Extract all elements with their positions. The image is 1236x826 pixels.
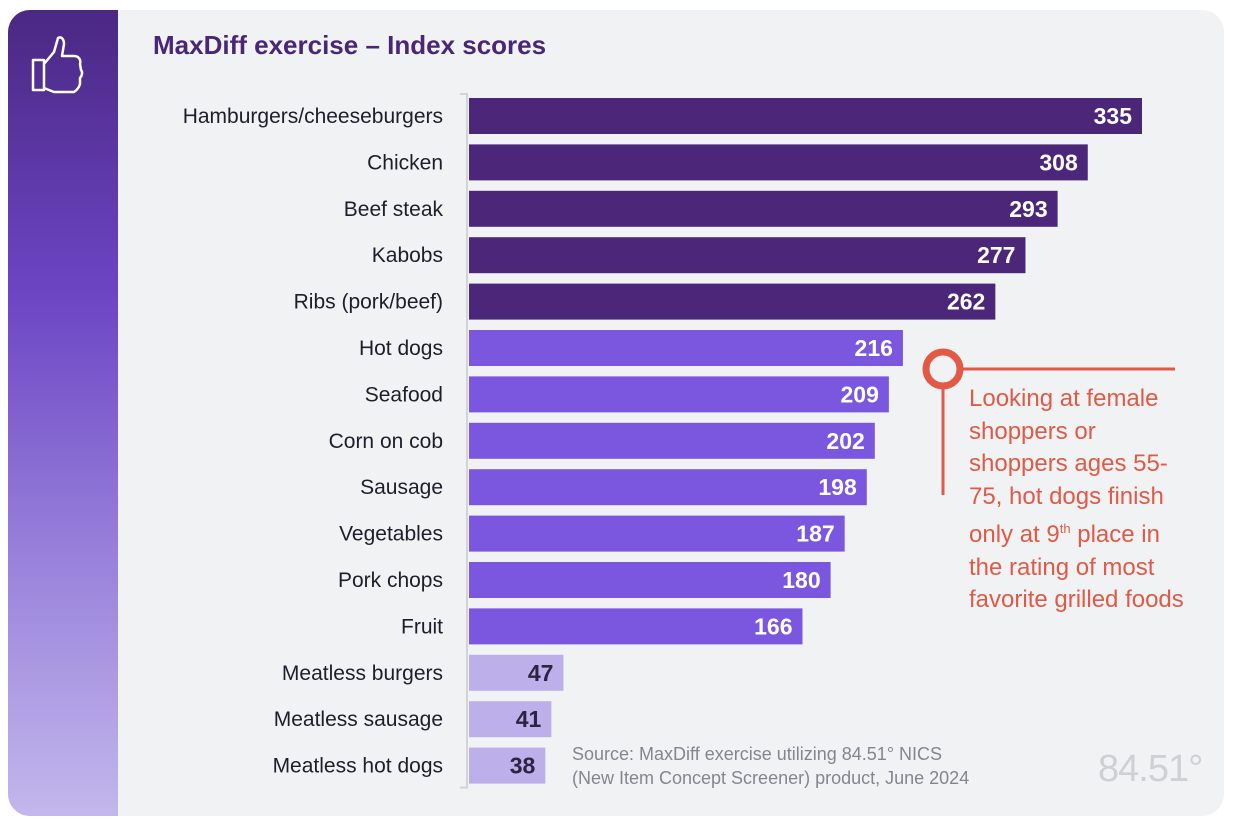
bar-value-label: 202 xyxy=(826,428,864,454)
category-label: Kabobs xyxy=(372,244,443,267)
thumbs-up-icon xyxy=(31,36,84,94)
category-label: Ribs (pork/beef) xyxy=(294,291,443,314)
bar-0 xyxy=(469,98,1142,134)
bar-7 xyxy=(469,422,875,459)
category-label: Meatless hot dogs xyxy=(273,755,443,778)
bar-12 xyxy=(469,654,564,691)
bar-value-label: 308 xyxy=(1039,149,1078,175)
bar-value-label: 38 xyxy=(510,753,536,779)
bar-value-label: 262 xyxy=(947,289,985,315)
source-line-2: (New Item Concept Screener) product, Jun… xyxy=(572,768,970,788)
annotation-text-part1: Looking at female shoppers or shoppers a… xyxy=(969,385,1168,548)
bar-value-label: 180 xyxy=(782,567,820,593)
bar-value-label: 47 xyxy=(528,660,554,686)
bar-8 xyxy=(469,469,867,506)
annotation-circle xyxy=(922,348,964,390)
y-axis-line xyxy=(460,93,468,789)
category-label: Fruit xyxy=(401,615,443,638)
brand-logo: 84.51° xyxy=(1098,748,1203,790)
source-line-1: Source: MaxDiff exercise utilizing 84.51… xyxy=(572,744,943,764)
category-label: Pork chops xyxy=(338,569,443,592)
category-label: Corn on cob xyxy=(329,430,443,453)
bar-13 xyxy=(469,701,552,738)
source-note: Source: MaxDiff exercise utilizing 84.51… xyxy=(572,742,969,790)
category-label: Sausage xyxy=(360,476,443,499)
bar-value-label: 216 xyxy=(855,335,893,361)
chart-card xyxy=(8,10,1224,816)
bar-value-label: 209 xyxy=(840,381,878,407)
bar-value-label: 198 xyxy=(818,474,857,500)
category-label: Meatless sausage xyxy=(274,708,443,731)
annotation-text: Looking at female shoppers or shoppers a… xyxy=(969,383,1189,617)
bar-9 xyxy=(469,515,845,552)
annotation-pointer xyxy=(922,348,1175,495)
category-label: Vegetables xyxy=(339,523,443,546)
bar-14 xyxy=(469,747,546,784)
category-label: Hot dogs xyxy=(359,337,443,360)
bar-value-label: 277 xyxy=(977,242,1015,268)
bar-1 xyxy=(469,144,1088,181)
category-label: Beef steak xyxy=(344,198,444,221)
bar-value-label: 187 xyxy=(796,521,834,547)
bar-value-label: 293 xyxy=(1009,196,1047,222)
side-strip xyxy=(8,10,118,816)
bar-value-label: 166 xyxy=(754,613,792,639)
bar-6 xyxy=(469,376,889,413)
category-label: Hamburgers/cheeseburgers xyxy=(183,105,443,128)
bar-value-label: 41 xyxy=(516,706,542,732)
bar-4 xyxy=(469,283,996,320)
annotation-superscript: th xyxy=(1059,521,1071,536)
bar-value-label: 335 xyxy=(1094,103,1133,129)
chart-title: MaxDiff exercise – Index scores xyxy=(153,30,547,60)
bar-2 xyxy=(469,190,1058,227)
bar-3 xyxy=(469,237,1026,274)
bar-10 xyxy=(469,562,831,598)
category-label: Seafood xyxy=(365,383,443,406)
category-label: Chicken xyxy=(367,151,443,174)
category-label: Meatless burgers xyxy=(282,662,443,685)
bar-5 xyxy=(469,330,903,366)
annotation-text-part2: place in the rating of most favorite gri… xyxy=(969,521,1184,613)
bar-11 xyxy=(469,608,803,645)
